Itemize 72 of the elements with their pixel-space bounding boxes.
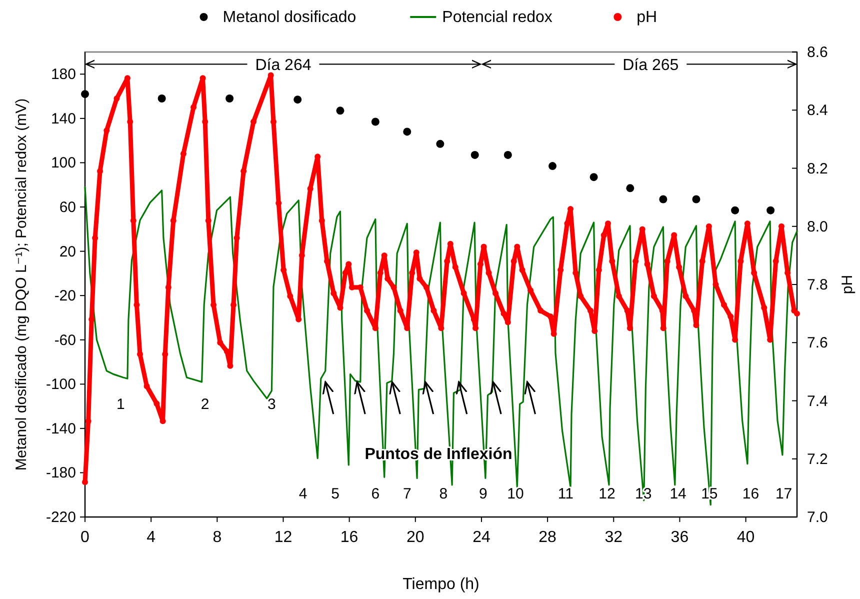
point: [336, 106, 344, 115]
y2-tick-label: 7.2: [807, 450, 828, 468]
x-tick-label: 32: [604, 529, 623, 546]
x-axis-title: Tiempo (h): [402, 576, 480, 593]
y2-tick-label: 8.6: [807, 44, 828, 61]
y-tick-label: 20: [59, 243, 76, 260]
y-tick-label: -20: [54, 288, 76, 305]
point: [548, 162, 557, 170]
y-tick-label: 180: [50, 66, 76, 84]
annotation: 3: [268, 396, 276, 413]
point: [766, 206, 775, 214]
point: [470, 150, 479, 159]
y2-tick-label: 7.0: [807, 509, 828, 526]
annotation: 11: [558, 486, 574, 503]
x-tick-label: 24: [472, 529, 490, 546]
annotation: Día 265: [622, 57, 679, 74]
point: [81, 90, 89, 98]
legend-label: Metanol dosificado: [222, 9, 356, 26]
point: [626, 184, 634, 192]
x-tick-label: 0: [80, 529, 90, 546]
y2-tick-label: 7.8: [807, 276, 828, 294]
y2-tick-label: 8.4: [807, 102, 828, 120]
legend-label: pH: [636, 9, 658, 26]
annotation: 16: [742, 486, 760, 503]
legend-label: Potencial redox: [442, 9, 552, 26]
point: [731, 206, 740, 214]
point: [158, 94, 166, 102]
annotation: 5: [331, 486, 340, 503]
x-tick-label: 20: [406, 529, 424, 546]
annotation: 2: [200, 396, 210, 413]
y2-tick-label: 8.2: [807, 160, 828, 178]
x-tick-label: 4: [146, 529, 156, 546]
x-tick-label: 36: [670, 529, 689, 546]
point: [226, 94, 234, 102]
annotation: 8: [439, 486, 448, 503]
point: [504, 150, 512, 159]
point: [692, 195, 700, 204]
y-tick-label: 60: [59, 199, 76, 216]
line-series: [84, 186, 798, 506]
y2-tick-label: 7.6: [807, 334, 828, 352]
y-tick-label: -100: [46, 376, 76, 394]
y-tick-label: -180: [46, 464, 76, 482]
x-tick-label: 40: [736, 529, 755, 546]
y-axis-title: Metanol dosificado (mg DQO L⁻¹); Potencial redox (mV): [13, 98, 30, 471]
x-tick-label: 8: [212, 529, 222, 546]
y2-tick-label: 7.4: [807, 392, 828, 410]
y-tick-label: -60: [54, 332, 76, 349]
y-tick-label: 140: [50, 110, 76, 128]
point: [436, 140, 444, 148]
annotation: 14: [670, 486, 686, 503]
x-tick-label: 16: [340, 529, 358, 546]
x-tick-label: 12: [274, 529, 292, 546]
y-tick-label: -140: [46, 420, 76, 438]
annotation: 12: [598, 486, 616, 503]
point: [403, 128, 412, 136]
y-tick-label: 100: [50, 154, 76, 172]
x-tick-label: 28: [538, 529, 557, 546]
point: [659, 195, 668, 204]
point: [590, 173, 598, 182]
annotation: 1: [116, 396, 125, 413]
annotation: 7: [402, 486, 412, 503]
y2-axis-title: pH: [839, 274, 856, 294]
annotation: 6: [371, 486, 380, 503]
point: [371, 118, 380, 126]
annotation: 17: [775, 486, 792, 503]
annotation: 10: [507, 486, 524, 503]
annotation: 4: [298, 486, 308, 503]
point: [294, 96, 302, 104]
annotation: Día 264: [255, 57, 312, 74]
annotation: 9: [478, 486, 488, 503]
y2-tick-label: 8.0: [807, 218, 828, 236]
y-tick-label: -220: [46, 509, 76, 526]
